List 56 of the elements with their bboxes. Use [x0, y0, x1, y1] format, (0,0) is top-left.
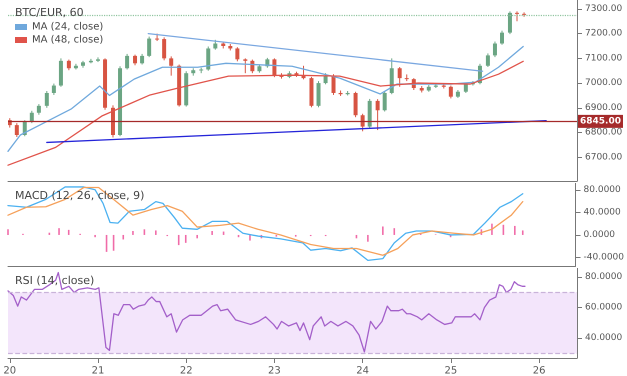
y-tick-label: 40.0000	[585, 333, 622, 344]
candlestick	[360, 113, 365, 132]
y-tick-label: 80.0000	[585, 272, 622, 282]
legend-label: MA (48, close)	[32, 34, 104, 46]
candlestick	[382, 90, 387, 112]
y-tick-label: 60.0000	[585, 302, 622, 313]
candlestick	[162, 36, 166, 61]
candlestick	[486, 52, 490, 68]
candlestick	[376, 98, 380, 131]
candlestick	[14, 122, 19, 138]
x-tick-label: 20	[3, 366, 16, 376]
x-tick-label: 25	[444, 366, 458, 376]
candlestick	[332, 74, 336, 96]
candlestick	[147, 36, 152, 58]
y-tick-label: 7200.00	[585, 28, 622, 39]
candlestick	[44, 90, 49, 108]
candlestick	[213, 39, 218, 50]
candlestick	[354, 91, 358, 118]
candlestick	[515, 10, 520, 22]
ref-line-label: 6845.00	[580, 116, 621, 126]
candlestick	[36, 104, 41, 116]
y-tick-label: 80.0000	[584, 184, 622, 195]
candlestick	[243, 58, 248, 74]
line-series	[7, 272, 526, 353]
y-tick-label: 6900.00	[585, 102, 622, 113]
y-tick-label: 7300.00	[585, 4, 622, 14]
x-tick-label: 24	[356, 366, 369, 376]
y-tick-label: 0.0000	[584, 230, 616, 240]
candlestick	[22, 120, 27, 137]
y-tick-label: -40.0000	[584, 252, 624, 263]
y-tick-label: 6800.00	[585, 128, 622, 138]
candlestick	[169, 56, 174, 76]
candlestick	[235, 46, 240, 62]
candlestick	[133, 54, 138, 66]
candlestick	[508, 10, 512, 35]
y-tick-label: 7100.00	[585, 53, 622, 64]
candlestick	[492, 41, 497, 58]
legend-label: MA (24, close)	[32, 22, 104, 32]
candlestick	[140, 53, 144, 66]
x-tick-label: 26	[532, 366, 546, 376]
x-tick-label: 23	[268, 366, 281, 376]
y-tick-label: 6700.00	[585, 152, 622, 162]
candlestick	[316, 80, 321, 108]
text: BTC/EUR, 60	[15, 6, 84, 19]
candlestick	[448, 85, 453, 99]
candlestick	[66, 59, 71, 71]
line-series	[7, 46, 524, 152]
x-tick-label: 21	[92, 366, 104, 376]
x-tick-label: 22	[180, 366, 193, 376]
y-tick-label: 7000.00	[585, 78, 622, 88]
y-tick-label: 40.0000	[584, 207, 622, 218]
line-series	[7, 60, 524, 166]
candlestick	[125, 53, 130, 70]
candlestick	[52, 83, 56, 96]
candlestick	[500, 30, 504, 46]
candlestick	[398, 66, 402, 88]
